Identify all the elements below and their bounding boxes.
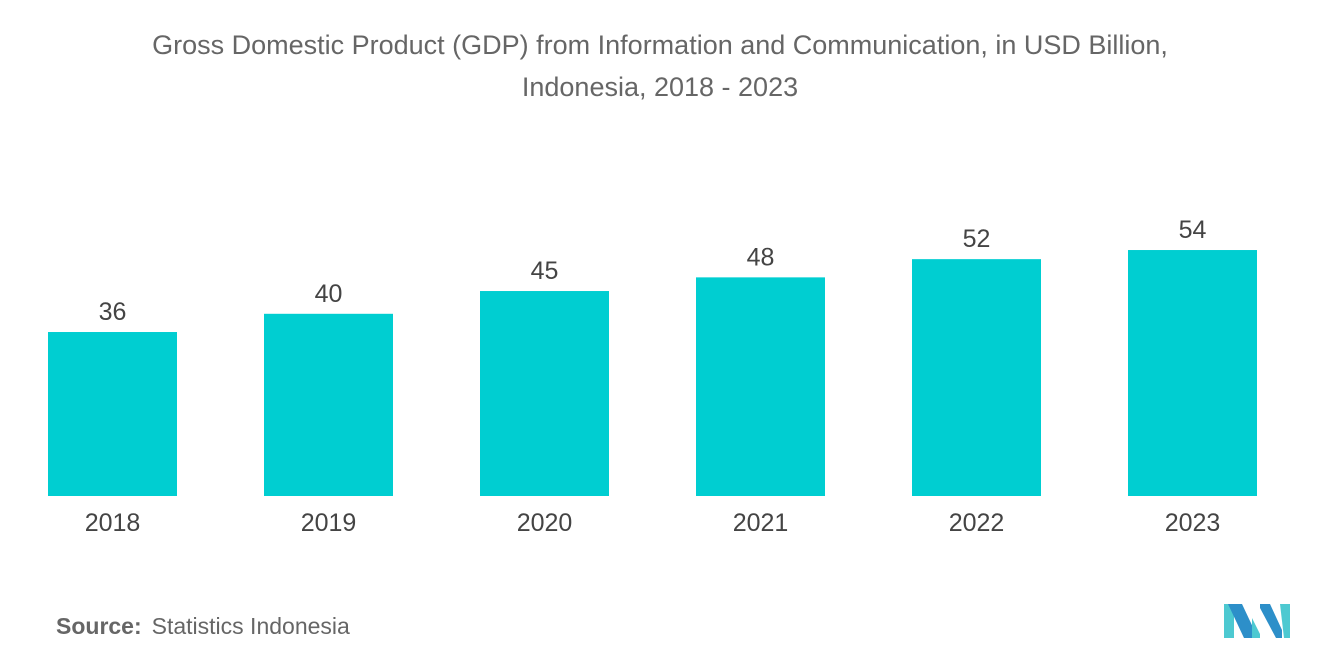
source-note: Source: Statistics Indonesia [56, 613, 350, 640]
x-tick-label-2021: 2021 [733, 509, 789, 537]
data-label-2023: 54 [1179, 216, 1207, 244]
bar-2023 [1128, 250, 1257, 496]
chart-title: Gross Domestic Product (GDP) from Inform… [0, 24, 1320, 108]
data-label-2021: 48 [747, 243, 775, 271]
bar-2021 [696, 277, 825, 496]
x-tick-label-2022: 2022 [949, 509, 1005, 537]
data-label-2022: 52 [963, 225, 991, 253]
x-tick-label-2018: 2018 [85, 509, 141, 537]
bar-2020 [480, 291, 609, 496]
chart-title-line-1: Gross Domestic Product (GDP) from Inform… [152, 30, 1168, 60]
source-label: Source: [56, 613, 142, 639]
bar-chart: 36 2018 40 2019 45 2020 48 2021 52 2022 54 2023 [48, 216, 1257, 537]
x-tick-label-2023: 2023 [1165, 509, 1221, 537]
bar-2022 [912, 259, 1041, 496]
data-label-2018: 36 [99, 298, 127, 326]
chart-title-line-2: Indonesia, 2018 - 2023 [521, 72, 799, 102]
mordor-logo-icon [1224, 604, 1290, 638]
data-label-2019: 40 [315, 280, 343, 308]
data-label-2020: 45 [531, 257, 559, 285]
x-tick-label-2020: 2020 [517, 509, 573, 537]
source-text: Statistics Indonesia [151, 613, 350, 639]
bar-2019 [264, 313, 393, 496]
bar-2018 [48, 332, 177, 496]
x-tick-label-2019: 2019 [301, 509, 357, 537]
